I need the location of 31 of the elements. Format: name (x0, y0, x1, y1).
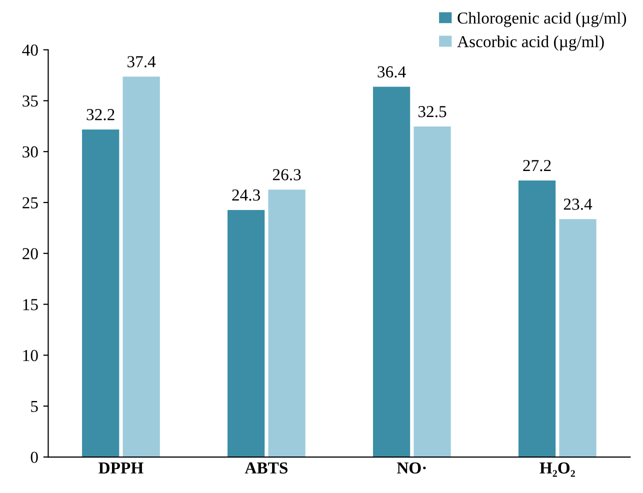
y-tick-label: 5 (31, 400, 38, 412)
bar (122, 76, 161, 458)
bar (558, 218, 598, 458)
data-label: 37.4 (128, 56, 156, 68)
y-tick-label: 0 (30, 452, 38, 463)
data-label: 32.2 (86, 109, 114, 120)
legend-label: Chlorogenic acid (µg/ml) (458, 12, 626, 28)
y-tick-label: 30 (22, 146, 38, 158)
y-tick-label: 10 (23, 350, 38, 362)
data-label: 27.2 (523, 160, 551, 172)
y-tick-label: 40 (22, 44, 38, 56)
data-label: 32.5 (418, 106, 446, 118)
x-tick-label: H₂O₂ (540, 462, 575, 477)
y-tick-label: 25 (22, 197, 38, 208)
x-tick-label: DPPH (98, 462, 144, 474)
y-tick-label: 15 (23, 299, 38, 310)
bar (226, 209, 266, 458)
data-label: 26.3 (272, 169, 301, 180)
x-tick-label: NO· (396, 462, 426, 474)
bar (372, 86, 411, 458)
y-tick-label: 20 (22, 248, 38, 260)
legend-label: Ascorbic acid (µg/ml) (457, 36, 604, 51)
data-label: 36.4 (378, 66, 406, 78)
x-tick-label: ABTS (244, 462, 288, 474)
data-label: 23.4 (564, 198, 592, 210)
bar (518, 180, 556, 458)
y-tick-label: 35 (22, 95, 38, 107)
bar (81, 128, 120, 458)
bar (268, 188, 306, 458)
bar (413, 126, 452, 458)
data-label: 24.3 (232, 189, 260, 201)
